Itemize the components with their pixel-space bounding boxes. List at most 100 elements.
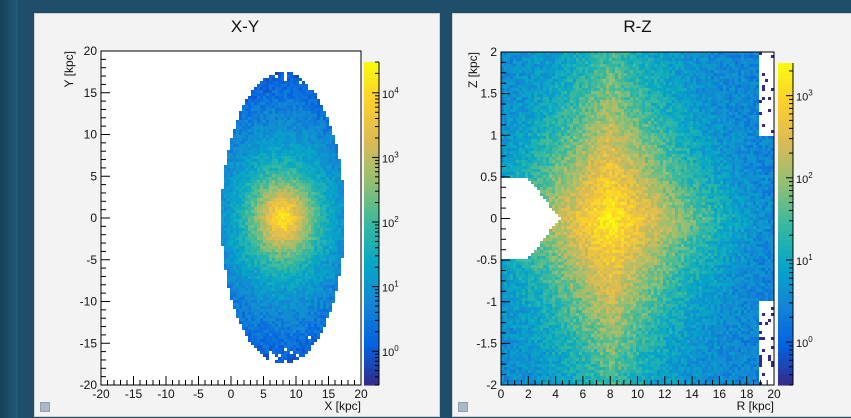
heatmap-cell bbox=[534, 55, 537, 58]
heatmap-cell bbox=[275, 342, 278, 345]
heatmap-cell bbox=[633, 76, 636, 79]
heatmap-cell bbox=[326, 270, 329, 273]
heatmap-cell bbox=[314, 105, 317, 108]
heatmap-cell bbox=[239, 150, 242, 153]
heatmap-cell bbox=[266, 108, 269, 111]
heatmap-cell bbox=[320, 255, 323, 258]
color-scale-segment bbox=[364, 191, 379, 198]
heatmap-cell bbox=[278, 210, 281, 213]
heatmap-cell bbox=[681, 55, 684, 58]
heatmap-cell bbox=[251, 159, 254, 162]
heatmap-cell bbox=[281, 117, 284, 120]
heatmap-cell bbox=[242, 321, 245, 324]
heatmap-cell bbox=[720, 85, 723, 88]
heatmap-cell bbox=[263, 345, 266, 348]
heatmap-cell bbox=[639, 76, 642, 79]
heatmap-cell bbox=[690, 100, 693, 103]
heatmap-cell bbox=[579, 73, 582, 76]
heatmap-cell bbox=[564, 67, 567, 70]
heatmap-cell bbox=[257, 153, 260, 156]
heatmap-cell bbox=[561, 76, 564, 79]
heatmap-cell bbox=[717, 67, 720, 70]
heatmap-cell bbox=[257, 129, 260, 132]
heatmap-cell bbox=[308, 177, 311, 180]
heatmap-cell bbox=[555, 64, 558, 67]
heatmap-cell bbox=[269, 105, 272, 108]
heatmap-cell bbox=[615, 100, 618, 103]
color-scale-segment bbox=[364, 207, 379, 214]
heatmap-cell bbox=[239, 297, 242, 300]
heatmap-cell bbox=[236, 306, 239, 309]
heatmap-cell bbox=[254, 336, 257, 339]
heatmap-cell bbox=[323, 183, 326, 186]
heatmap-cell bbox=[266, 84, 269, 87]
heatmap-cell bbox=[705, 106, 708, 109]
heatmap-cell bbox=[642, 61, 645, 64]
heatmap-cell bbox=[308, 183, 311, 186]
heatmap-cell bbox=[236, 255, 239, 258]
heatmap-cell bbox=[275, 195, 278, 198]
heatmap-cell bbox=[239, 183, 242, 186]
heatmap-cell bbox=[275, 261, 278, 264]
heatmap-cell bbox=[257, 327, 260, 330]
heatmap-cell bbox=[311, 195, 314, 198]
x-tick-label: -15 bbox=[125, 387, 143, 401]
heatmap-cell bbox=[732, 91, 735, 94]
heatmap-cell bbox=[302, 99, 305, 102]
heatmap-cell bbox=[269, 303, 272, 306]
canvas-menu-icon[interactable] bbox=[40, 402, 50, 412]
heatmap-cell bbox=[245, 171, 248, 174]
heatmap-cell bbox=[296, 195, 299, 198]
heatmap-cell bbox=[326, 288, 329, 291]
z-tick-label: 102 bbox=[382, 215, 399, 230]
heatmap-cell bbox=[723, 106, 726, 109]
heatmap-cell bbox=[284, 132, 287, 135]
heatmap-cell bbox=[702, 55, 705, 58]
heatmap-cell bbox=[296, 339, 299, 342]
heatmap-cell bbox=[224, 198, 227, 201]
heatmap-cell bbox=[696, 76, 699, 79]
heatmap-cell bbox=[293, 129, 296, 132]
heatmap-cell bbox=[269, 210, 272, 213]
heatmap-cell bbox=[254, 186, 257, 189]
heatmap-cell bbox=[660, 52, 663, 55]
heatmap-cell bbox=[236, 231, 239, 234]
heatmap-cell bbox=[320, 324, 323, 327]
heatmap-cell bbox=[320, 321, 323, 324]
heatmap-cell bbox=[230, 204, 233, 207]
heatmap-cell bbox=[645, 76, 648, 79]
heatmap-cell bbox=[293, 81, 296, 84]
heatmap-cell bbox=[585, 91, 588, 94]
heatmap-cell bbox=[576, 91, 579, 94]
heatmap-cell bbox=[594, 94, 597, 97]
heatmap-cell bbox=[305, 288, 308, 291]
heatmap-cell bbox=[296, 324, 299, 327]
heatmap-cell bbox=[299, 318, 302, 321]
heatmap-cell bbox=[615, 85, 618, 88]
heatmap-cell bbox=[714, 64, 717, 67]
heatmap-cell bbox=[657, 58, 660, 61]
heatmap-cell bbox=[254, 273, 257, 276]
heatmap-cell bbox=[320, 135, 323, 138]
heatmap-cell bbox=[293, 273, 296, 276]
heatmap-cell bbox=[263, 153, 266, 156]
heatmap-cell bbox=[314, 240, 317, 243]
heatmap-cell bbox=[516, 55, 519, 58]
heatmap-cell bbox=[293, 201, 296, 204]
heatmap-cell bbox=[296, 81, 299, 84]
heatmap-cell bbox=[269, 165, 272, 168]
heatmap-cell bbox=[242, 216, 245, 219]
heatmap-cell bbox=[284, 303, 287, 306]
heatmap-cell bbox=[245, 300, 248, 303]
heatmap-cell bbox=[266, 336, 269, 339]
heatmap-cell bbox=[320, 330, 323, 333]
heatmap-cell bbox=[326, 150, 329, 153]
y-axis-label: Y [kpc] bbox=[62, 51, 76, 87]
heatmap-cell bbox=[281, 285, 284, 288]
heatmap-cell bbox=[305, 120, 308, 123]
heatmap-cell bbox=[239, 303, 242, 306]
heatmap-cell bbox=[299, 246, 302, 249]
heatmap-cell bbox=[540, 55, 543, 58]
heatmap-cell bbox=[540, 106, 543, 109]
heatmap-cell bbox=[266, 135, 269, 138]
